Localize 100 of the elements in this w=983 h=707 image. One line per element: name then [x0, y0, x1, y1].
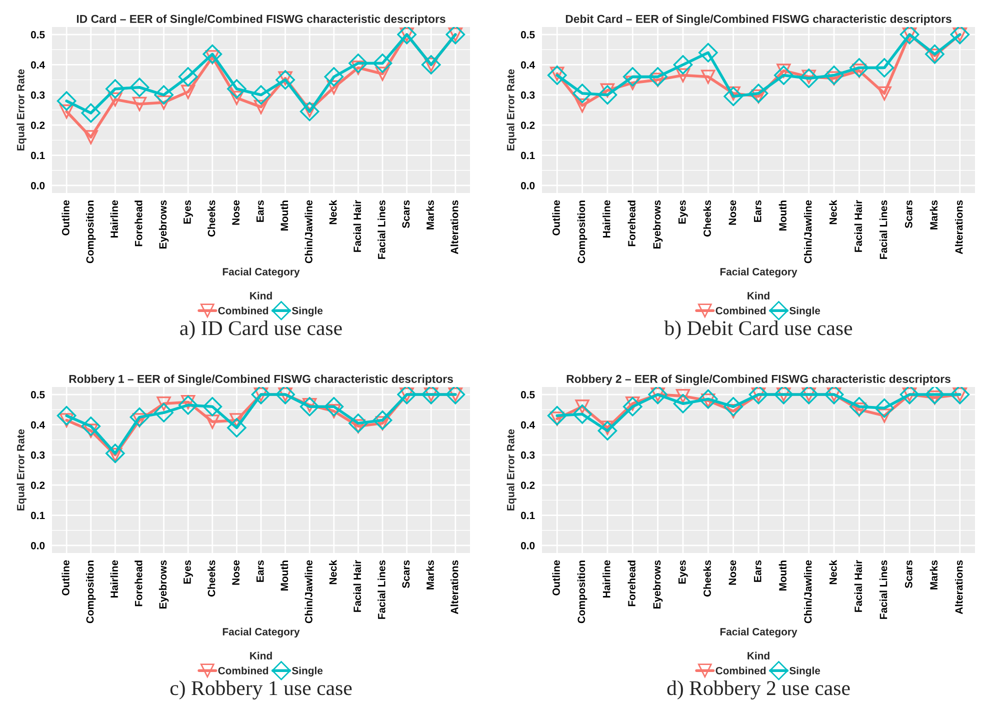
legend-label: Single	[789, 306, 820, 316]
x-tick-label: Facial Lines	[880, 560, 888, 619]
legend-title: Kind	[250, 652, 272, 660]
x-tick-label: Forehead	[134, 560, 142, 606]
x-axis-title: Facial Category	[720, 268, 798, 278]
x-tick-label: Cheeks	[208, 200, 216, 237]
y-tick-label: 0.3	[30, 451, 45, 459]
legend-label: Single	[292, 306, 323, 316]
x-tick-label: Alterations	[955, 560, 963, 614]
x-tick-label: Marks	[426, 560, 434, 590]
x-tick-label: Chin/Jawline	[804, 560, 812, 624]
x-tick-label: Facial Hair	[854, 560, 862, 612]
legend-label: Single	[292, 666, 323, 676]
x-tick-label: Eyebrows	[158, 560, 169, 608]
y-tick-label: 0.3	[30, 91, 45, 99]
x-tick-label: Ears	[256, 200, 264, 222]
x-tick-label: Outline	[552, 560, 560, 596]
x-tick-label: Scars	[402, 560, 410, 588]
y-axis-title: Equal Error Rate	[506, 69, 516, 150]
y-tick-label: 0.2	[30, 122, 45, 129]
y-tick-label: 0.1	[520, 152, 535, 160]
x-tick-label: Nose	[232, 200, 240, 225]
x-tick-label: Nose	[232, 560, 240, 585]
y-axis-title: Equal Error Rate	[16, 69, 26, 150]
x-tick-label: Eyebrows	[652, 200, 663, 248]
text: d) Robbery 2 use case	[667, 680, 850, 700]
chart-title: Robbery 2 – EER of Single/Combined FISWG characteristic descriptors	[566, 374, 950, 386]
x-tick-label: Composition	[577, 560, 588, 624]
x-tick-label: Neck	[829, 200, 837, 224]
x-tick-label: Eyes	[184, 560, 193, 584]
x-tick-label: Alterations	[450, 560, 458, 614]
x-tick-label: Ears	[256, 560, 264, 582]
legend-label: Combined	[218, 666, 268, 674]
chart-title: ID Card – EER of Single/Combined FISWG characteristic descriptors	[76, 14, 446, 26]
x-tick-label: Hairline	[602, 200, 610, 238]
x-axis-title: Facial Category	[222, 628, 300, 638]
chart-title: Robbery 1 – EER of Single/Combined FISWG characteristic descriptors	[69, 374, 453, 386]
y-tick-label: 0.4	[520, 421, 535, 429]
x-tick-label: Nose	[728, 560, 736, 585]
y-tick-label: 0.5	[30, 391, 45, 398]
x-tick-label: Marks	[930, 560, 938, 590]
y-tick-label: 0.2	[520, 482, 535, 489]
x-tick-label: Mouth	[778, 560, 786, 590]
x-tick-label: Marks	[930, 200, 938, 230]
x-tick-label: Eyes	[184, 200, 193, 224]
legend-label: Combined	[716, 306, 766, 314]
y-tick-label: 0.4	[30, 421, 45, 429]
x-tick-label: Chin/Jawline	[804, 200, 812, 264]
x-tick-label: Chin/Jawline	[304, 560, 313, 624]
x-tick-label: Mouth	[778, 200, 786, 230]
legend-title: Kind	[250, 292, 272, 300]
x-tick-label: Neck	[329, 560, 337, 584]
x-tick-label: Scars	[402, 200, 410, 228]
x-tick-label: Hairline	[110, 560, 118, 598]
x-tick-label: Composition	[86, 200, 96, 264]
x-tick-label: Mouth	[280, 200, 288, 230]
x-tick-label: Cheeks	[208, 560, 216, 597]
x-tick-label: Outline	[552, 200, 560, 236]
x-tick-label: Outline	[62, 200, 70, 236]
chart-title: Debit Card – EER of Single/Combined FISWG characteristic descriptors	[566, 14, 952, 26]
legend-label: Single	[789, 666, 820, 676]
legend-label: Combined	[218, 306, 268, 314]
x-tick-label: Eyebrows	[158, 200, 169, 248]
y-tick-label: 0.5	[520, 31, 535, 38]
legend-title: Kind	[748, 652, 770, 660]
x-tick-label: Ears	[754, 560, 762, 582]
x-tick-label: Facial Hair	[353, 200, 362, 252]
x-tick-label: Scars	[904, 560, 912, 588]
legend-label: Combined	[716, 666, 766, 674]
x-tick-label: Chin/Jawline	[304, 200, 313, 264]
y-tick-label: 0.5	[30, 31, 45, 38]
y-tick-label: 0.1	[30, 512, 45, 520]
y-axis-title: Equal Error Rate	[16, 429, 26, 510]
x-tick-label: Forehead	[628, 560, 636, 606]
text: a) ID Card use case	[180, 320, 342, 340]
x-tick-label: Composition	[86, 560, 96, 624]
x-tick-label: Cheeks	[703, 560, 711, 597]
y-tick-label: 0.0	[520, 182, 535, 190]
y-tick-label: 0.4	[520, 61, 535, 69]
text: c) Robbery 1 use case	[170, 680, 352, 700]
y-tick-label: 0.3	[520, 91, 535, 99]
y-tick-label: 0.0	[520, 542, 535, 550]
x-tick-label: Hairline	[602, 560, 610, 598]
x-tick-label: Ears	[754, 200, 762, 222]
x-tick-label: Mouth	[280, 560, 288, 590]
x-tick-label: Marks	[426, 200, 434, 230]
x-tick-label: Facial Lines	[378, 560, 386, 619]
x-tick-label: Eyes	[678, 200, 688, 224]
x-tick-label: Facial Lines	[880, 200, 888, 259]
y-tick-label: 0.3	[520, 451, 535, 459]
y-tick-label: 0.5	[520, 391, 535, 398]
x-axis-title: Facial Category	[720, 628, 798, 638]
x-tick-label: Neck	[329, 200, 337, 224]
y-tick-label: 0.0	[30, 542, 45, 550]
x-tick-label: Eyebrows	[652, 560, 663, 608]
y-tick-label: 0.4	[30, 61, 45, 69]
x-tick-label: Neck	[829, 560, 837, 584]
y-tick-label: 0.1	[30, 152, 45, 160]
text: b) Debit Card use case	[664, 320, 852, 340]
x-tick-label: Composition	[577, 200, 588, 264]
